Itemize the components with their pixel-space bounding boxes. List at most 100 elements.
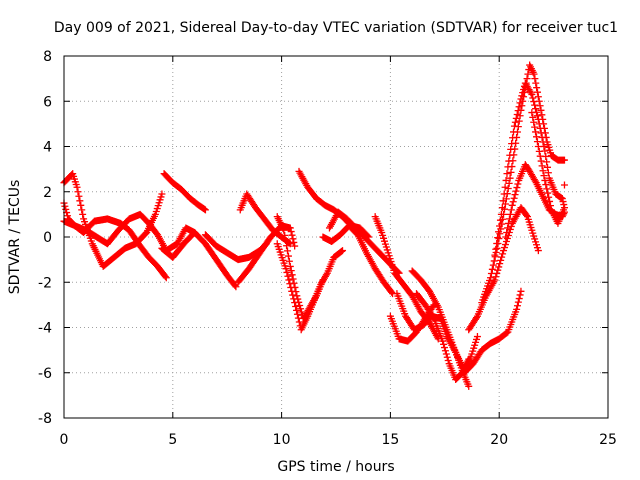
data-point xyxy=(281,231,289,239)
data-point xyxy=(499,197,507,205)
data-point xyxy=(488,265,496,273)
data-point xyxy=(506,210,514,218)
data-point xyxy=(501,183,509,191)
data-point xyxy=(287,284,295,292)
y-tick-label: 4 xyxy=(43,140,52,156)
y-axis-label: SDTVAR / TECUs xyxy=(7,180,23,295)
data-point xyxy=(497,210,505,218)
data-point xyxy=(528,90,536,98)
data-series-arc-e xyxy=(158,228,240,291)
data-point xyxy=(441,347,449,355)
data-point xyxy=(530,118,538,126)
data-point xyxy=(62,205,70,213)
data-point xyxy=(513,111,521,119)
data-point xyxy=(496,216,504,224)
data-point xyxy=(284,272,292,280)
data-point xyxy=(532,79,540,87)
data-point xyxy=(495,263,503,271)
data-series-arc-s xyxy=(460,287,525,377)
data-point xyxy=(282,237,290,245)
y-tick-label: -2 xyxy=(38,275,52,291)
data-point xyxy=(511,191,519,199)
data-point xyxy=(288,231,296,239)
y-tick-label: 6 xyxy=(43,94,52,110)
data-point xyxy=(506,151,514,159)
data-point xyxy=(509,134,517,142)
data-point xyxy=(338,247,346,255)
data-point xyxy=(74,188,82,196)
data-point xyxy=(440,340,448,348)
data-series-arc-c xyxy=(60,199,170,282)
data-point xyxy=(515,295,523,303)
data-point xyxy=(531,75,539,83)
data-point xyxy=(542,181,550,189)
data-point xyxy=(285,276,293,284)
data-point xyxy=(510,122,518,130)
data-point xyxy=(497,256,505,264)
data-point xyxy=(472,314,480,322)
data-point xyxy=(503,170,511,178)
y-tick-label: 0 xyxy=(43,230,52,246)
data-point xyxy=(560,204,568,212)
data-point xyxy=(492,273,500,281)
data-point xyxy=(535,147,543,155)
y-tick-label: -6 xyxy=(38,366,52,382)
data-point xyxy=(492,245,500,253)
data-point xyxy=(61,202,69,210)
data-series-arc-j xyxy=(273,240,347,334)
data-point xyxy=(536,124,544,132)
x-tick-label: 10 xyxy=(273,432,291,448)
data-point xyxy=(534,143,542,150)
data-point xyxy=(161,272,169,280)
data-point xyxy=(506,174,514,182)
data-point xyxy=(495,228,503,236)
data-point xyxy=(509,128,517,136)
data-point xyxy=(523,75,531,83)
data-point xyxy=(388,288,396,296)
data-point xyxy=(496,222,504,230)
data-point xyxy=(531,123,539,131)
data-point xyxy=(201,206,209,214)
data-point xyxy=(289,235,297,243)
data-point xyxy=(465,382,473,390)
data-point xyxy=(517,287,525,295)
data-point xyxy=(440,344,448,352)
data-point xyxy=(558,195,566,203)
data-point xyxy=(284,247,292,255)
data-point xyxy=(534,247,542,255)
data-point xyxy=(280,226,288,234)
data-point xyxy=(507,145,515,153)
x-tick-label: 20 xyxy=(490,432,508,448)
data-point xyxy=(502,238,510,246)
data-point xyxy=(533,84,541,92)
data-point xyxy=(486,274,494,282)
data-series-arc-d xyxy=(160,170,209,214)
data-point xyxy=(291,242,299,250)
data-point xyxy=(529,94,537,102)
data-point xyxy=(501,244,509,252)
data-point xyxy=(287,228,295,236)
data-point xyxy=(533,138,541,146)
data-point xyxy=(537,106,545,114)
data-point xyxy=(529,113,537,121)
data-point xyxy=(507,168,515,176)
data-point xyxy=(505,157,513,165)
data-series-arc-m xyxy=(319,222,397,298)
data-point xyxy=(509,198,517,206)
data-point xyxy=(288,271,296,279)
data-point xyxy=(284,252,292,260)
data-point xyxy=(507,206,515,214)
data-point xyxy=(544,189,552,197)
data-point xyxy=(517,95,525,103)
data-point xyxy=(297,305,305,313)
data-point xyxy=(535,120,543,128)
data-point xyxy=(501,241,509,249)
data-point xyxy=(560,156,568,164)
data-point xyxy=(76,197,84,205)
data-point xyxy=(489,261,497,269)
y-tick-label: -4 xyxy=(38,321,52,337)
data-point xyxy=(512,187,520,195)
data-point xyxy=(504,224,512,232)
data-series-arc-w xyxy=(502,161,568,241)
